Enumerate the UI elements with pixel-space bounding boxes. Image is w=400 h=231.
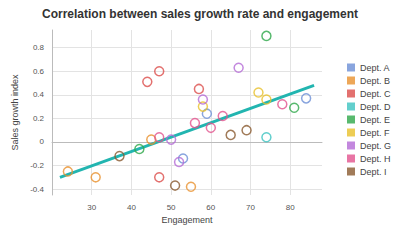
svg-text:0.8: 0.8 (33, 43, 45, 52)
svg-text:30: 30 (87, 203, 96, 212)
svg-text:Dept. I: Dept. I (360, 167, 387, 177)
svg-text:Correlation between sales grow: Correlation between sales growth rate an… (42, 7, 358, 21)
svg-text:Dept. D: Dept. D (360, 102, 391, 112)
svg-text:50: 50 (167, 203, 176, 212)
svg-text:70: 70 (246, 203, 255, 212)
svg-text:Sales growth index: Sales growth index (10, 74, 20, 151)
svg-text:Dept. F: Dept. F (360, 128, 390, 138)
svg-text:60: 60 (206, 203, 215, 212)
svg-text:Dept. G: Dept. G (360, 141, 391, 151)
svg-text:Dept. H: Dept. H (360, 154, 391, 164)
svg-text:0.6: 0.6 (33, 67, 45, 76)
svg-text:0.2: 0.2 (33, 114, 45, 123)
svg-text:-0.2: -0.2 (30, 161, 44, 170)
svg-text:Dept. E: Dept. E (360, 115, 390, 125)
svg-text:0: 0 (40, 137, 45, 146)
svg-text:Dept. A: Dept. A (360, 63, 390, 73)
svg-text:Dept. B: Dept. B (360, 76, 390, 86)
svg-text:40: 40 (127, 203, 136, 212)
svg-text:Dept. C: Dept. C (360, 89, 391, 99)
svg-text:80: 80 (286, 203, 295, 212)
svg-text:Engagement: Engagement (161, 215, 213, 225)
svg-text:-0.4: -0.4 (30, 185, 44, 194)
svg-text:0.4: 0.4 (33, 90, 45, 99)
